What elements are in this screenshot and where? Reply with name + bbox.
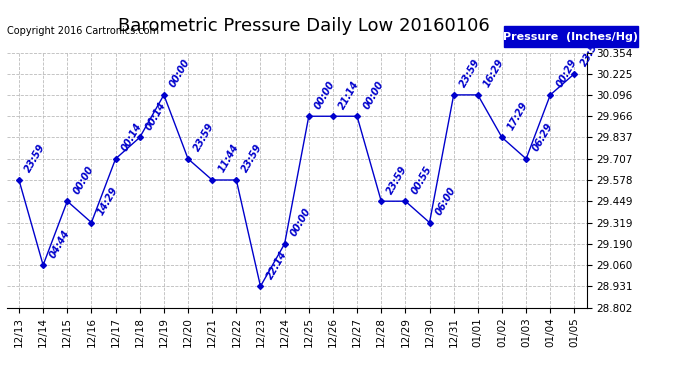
Text: 21:14: 21:14 [337,79,361,111]
Text: 04:44: 04:44 [48,228,71,260]
Text: Copyright 2016 Cartronics.com: Copyright 2016 Cartronics.com [7,26,159,36]
Text: 23:59: 23:59 [23,143,47,174]
Text: 23:59: 23:59 [193,122,216,153]
Text: 06:00: 06:00 [434,185,457,217]
Text: 00:00: 00:00 [72,164,95,196]
Text: 00:00: 00:00 [362,79,385,111]
Text: 23:59: 23:59 [386,164,409,196]
Text: 00:00: 00:00 [289,207,313,238]
Text: 22:14: 22:14 [265,249,288,281]
Text: Pressure  (Inches/Hg): Pressure (Inches/Hg) [504,32,638,42]
Text: 00:14: 00:14 [144,100,168,132]
Text: 23:59: 23:59 [458,58,482,89]
Text: 00:00: 00:00 [313,79,337,111]
Text: 14:29: 14:29 [96,185,119,217]
Text: 23:59: 23:59 [241,143,264,174]
Text: 17:29: 17:29 [506,100,530,132]
Text: Barometric Pressure Daily Low 20160106: Barometric Pressure Daily Low 20160106 [118,17,489,35]
Text: 00:29: 00:29 [555,58,578,89]
Text: 00:00: 00:00 [168,58,192,89]
Text: 23:55: 23:55 [579,36,602,68]
Text: 11:44: 11:44 [217,143,240,174]
Text: 06:29: 06:29 [531,122,554,153]
Text: 00:14: 00:14 [120,122,144,153]
Text: 16:29: 16:29 [482,58,506,89]
Text: 00:55: 00:55 [410,164,433,196]
